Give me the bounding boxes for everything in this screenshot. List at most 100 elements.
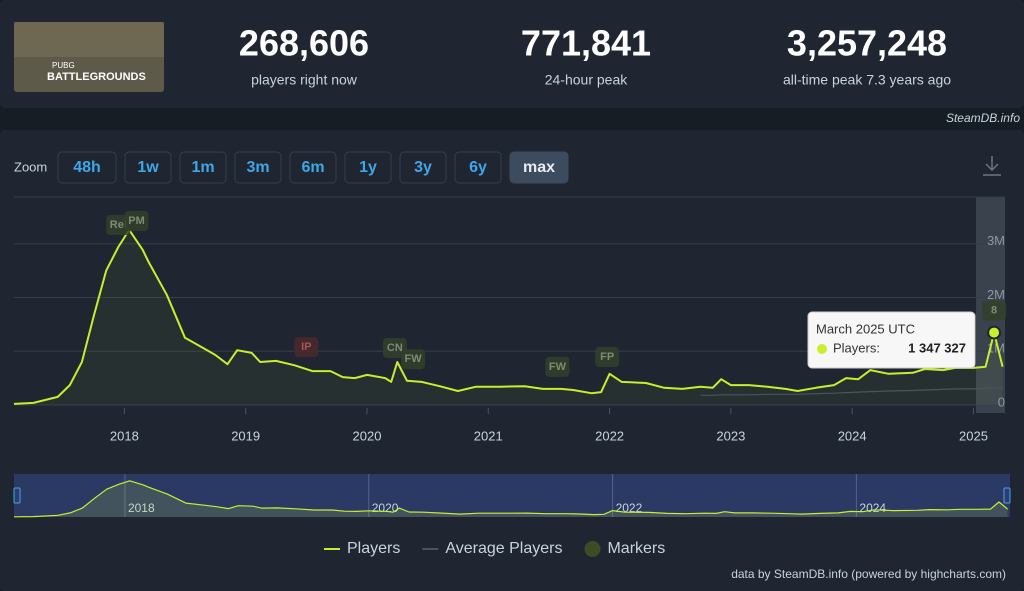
zoom-button-bg <box>179 151 227 184</box>
tooltip-label: Players: <box>833 340 880 355</box>
footer-credit: data by SteamDB.info (powered by highcha… <box>731 567 1006 581</box>
marker-label: PM <box>128 215 145 227</box>
zoom-button[interactable]: max <box>509 151 569 184</box>
tooltip-point <box>987 325 1002 340</box>
stat-value: 3,257,248 <box>787 23 947 64</box>
series-line <box>13 228 1004 405</box>
zoom-button-bg <box>344 151 392 184</box>
legend-item[interactable]: Markers <box>584 540 665 557</box>
logo-sky <box>14 22 164 57</box>
x-tick-label: 2022 <box>595 428 624 443</box>
marker-label: 8 <box>991 304 997 316</box>
navigator-tick-label: 2018 <box>128 501 155 515</box>
header-credit: SteamDB.info <box>946 111 1020 125</box>
tooltip-dot <box>817 344 827 354</box>
zoom-button-label: 1m <box>191 159 214 176</box>
header-panel <box>0 0 1024 108</box>
series-line-area <box>14 229 1003 405</box>
zoom-button-bg <box>289 151 337 184</box>
navigator-line <box>13 480 1008 518</box>
zoom-button-label: max <box>523 159 555 176</box>
x-tick-label: 2018 <box>110 428 139 443</box>
x-tick-label: 2021 <box>474 428 503 443</box>
zoom-button-bg <box>57 151 117 184</box>
legend-label: Average Players <box>445 540 562 557</box>
zoom-button-label: 3m <box>246 159 269 176</box>
marker-bg <box>595 347 620 368</box>
logo-text: BATTLEGROUNDS <box>47 71 146 83</box>
zoom-button-bg <box>399 151 447 184</box>
stat-label: all-time peak 7.3 years ago <box>783 72 951 88</box>
marker-bg <box>106 214 131 235</box>
legend-label: Players <box>347 540 400 557</box>
x-tick-label: 2019 <box>231 428 260 443</box>
zoom-button[interactable]: 1w <box>124 151 172 184</box>
stat-label: players right now <box>251 72 358 88</box>
zoom-button[interactable]: 48h <box>57 151 117 184</box>
marker-label: FP <box>600 351 614 363</box>
tooltip-value: 1 347 327 <box>908 340 966 355</box>
zoom-button[interactable]: 3y <box>399 151 447 184</box>
x-tick-label: 2020 <box>353 428 382 443</box>
navigator-handle[interactable] <box>1003 487 1011 504</box>
download-icon[interactable] <box>983 156 1001 176</box>
stat-value: 268,606 <box>239 23 369 64</box>
tooltip: March 2025 UTC Players: 1 347 327 <box>807 311 976 369</box>
zoom-button-label: 48h <box>73 159 101 176</box>
zoom-button[interactable]: 6m <box>289 151 337 184</box>
marker[interactable]: PM <box>124 211 149 231</box>
navigator-bg <box>14 474 1010 517</box>
marker-label: CN <box>387 342 403 354</box>
zoom-button[interactable]: 6y <box>454 151 502 184</box>
navigator-handle[interactable] <box>13 487 21 504</box>
zoom-button-label: 6m <box>301 159 324 176</box>
tooltip-box <box>807 311 976 369</box>
marker[interactable]: FP <box>595 347 620 368</box>
navigator-handle-box <box>1003 487 1011 504</box>
zoom-button[interactable]: 1m <box>179 151 227 184</box>
marker-bg <box>982 300 1007 321</box>
navigator-handle-box <box>13 487 21 504</box>
series-line <box>700 387 1003 396</box>
legend-item[interactable]: Players <box>324 540 400 557</box>
marker[interactable]: FW <box>401 349 426 370</box>
zoom-label: Zoom <box>14 159 47 174</box>
legend-label: Markers <box>607 540 665 557</box>
zoom-button[interactable]: 1y <box>344 151 392 184</box>
marker-label: FW <box>549 361 567 373</box>
marker[interactable]: Rel <box>106 214 131 235</box>
stat-value: 771,841 <box>521 23 651 64</box>
y-tick-label: 2M <box>987 287 1005 302</box>
zoom-button-bg <box>454 151 502 184</box>
zoom-button-label: 6y <box>469 159 487 176</box>
zoom-button-bg <box>509 151 569 184</box>
zoom-button-label: 3y <box>414 159 432 176</box>
zoom-button-bg <box>234 151 282 184</box>
download-glyph <box>983 156 1001 176</box>
zoom-button-label: 1y <box>359 159 377 176</box>
zoom-button-label: 1w <box>137 159 159 176</box>
zoom-button-bg <box>124 151 172 184</box>
marker-bg <box>294 337 319 358</box>
zoom-button[interactable]: 3m <box>234 151 282 184</box>
marker[interactable]: 8 <box>982 300 1007 321</box>
marker-bg <box>545 356 570 377</box>
x-tick-label: 2025 <box>959 428 988 443</box>
marker-label: FW <box>405 353 423 365</box>
navigator-line-area <box>14 480 1008 517</box>
marker[interactable]: CN <box>382 337 407 358</box>
marker[interactable]: IP <box>294 337 319 358</box>
stat-label: 24-hour peak <box>545 72 629 88</box>
logo-small: PUBG <box>52 61 75 70</box>
marker-label: Rel <box>110 219 127 231</box>
tooltip-title: March 2025 UTC <box>816 321 915 336</box>
legend-item[interactable]: Average Players <box>422 540 562 557</box>
x-tick-label: 2024 <box>838 428 867 443</box>
marker[interactable]: FW <box>545 356 570 377</box>
y-tick-label: 3M <box>987 233 1005 248</box>
marker-bg <box>382 337 407 358</box>
legend-marker <box>584 541 601 557</box>
marker-bg <box>401 349 426 370</box>
